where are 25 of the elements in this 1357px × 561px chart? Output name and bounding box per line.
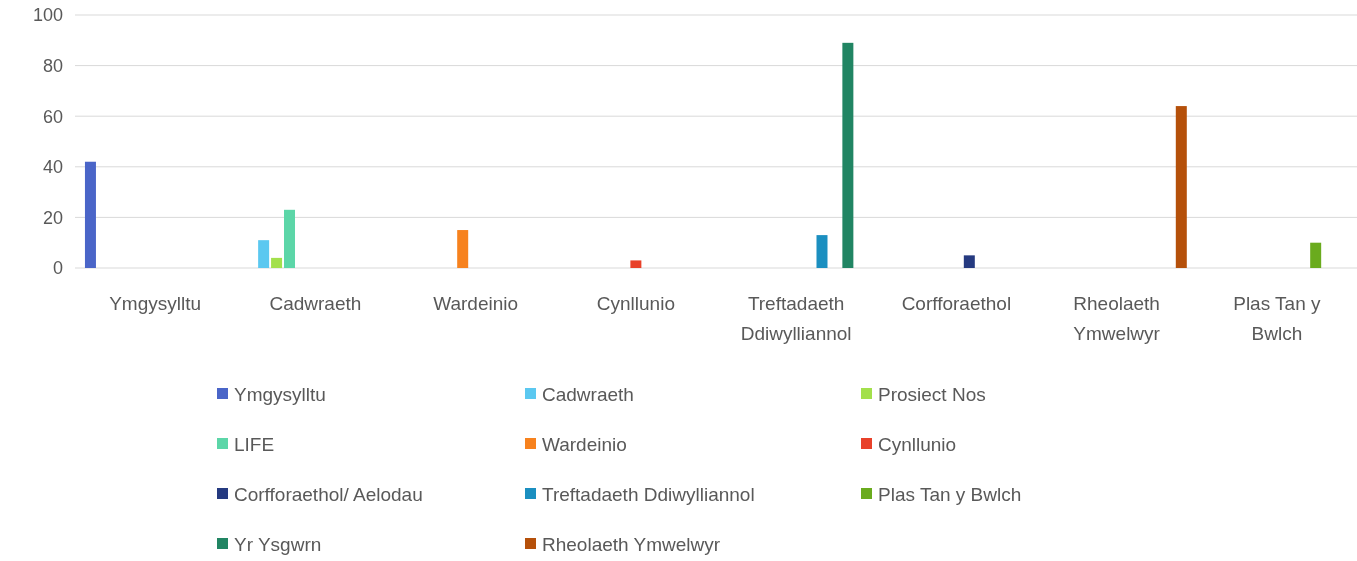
x-tick-label: Corfforaethol (901, 293, 1012, 314)
y-tick-label: 60 (42, 106, 63, 127)
legend-label: LIFE (234, 433, 275, 455)
legend-label: Cadwraeth (542, 383, 634, 405)
x-tick-label: Cadwraeth (269, 293, 362, 314)
legend-label: Ymgysylltu (234, 383, 326, 405)
x-tick-label: Plas Tan y Bwlch (1233, 293, 1322, 344)
x-tick-label: Rheolaeth Ymwelwyr (1073, 293, 1161, 344)
y-tick-label: 0 (52, 258, 63, 279)
y-tick-label: 20 (42, 207, 63, 228)
y-tick-label: 40 (42, 157, 63, 178)
y-tick-label: 100 (32, 5, 63, 26)
x-tick-label: Ymgysylltu (109, 293, 202, 314)
legend-label: Wardeinio (542, 433, 627, 455)
legend-label: Corfforaethol/ Aelodau (234, 483, 423, 505)
legend-label: Cynllunio (878, 433, 957, 455)
x-tick-label: Treftadaeth Ddiwylliannol (740, 293, 852, 344)
legend-label: Rheolaeth Ymwelwyr (542, 533, 721, 555)
legend-label: Treftadaeth Ddiwylliannol (542, 483, 755, 505)
x-tick-label: Cynllunio (596, 293, 675, 314)
y-tick-label: 80 (42, 55, 63, 76)
legend-label: Prosiect Nos (878, 383, 986, 405)
legend-label: Yr Ysgwrn (234, 533, 322, 555)
legend-label: Plas Tan y Bwlch (878, 483, 1022, 505)
x-tick-label: Wardeinio (433, 293, 519, 314)
